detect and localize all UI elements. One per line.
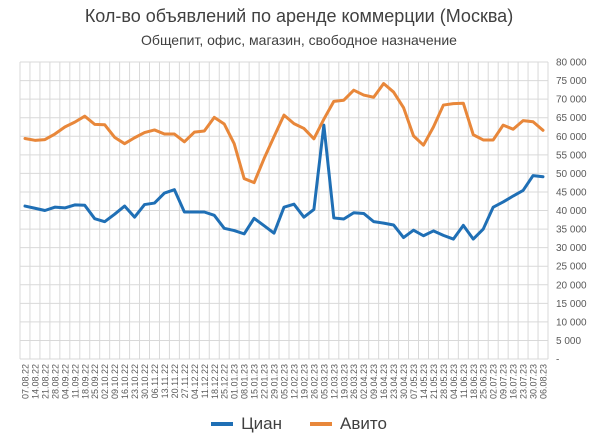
x-axis-tick-labels: 07.08.22 14.08.22 21.08.22 28.08.22 04.09.22… — [20, 364, 548, 399]
x-tick-label: 06.08.23 — [539, 364, 549, 399]
x-tick-label: 23.07.23 — [519, 364, 529, 399]
x-tick-label: 14.08.22 — [30, 364, 40, 399]
x-tick-label: 05.02.23 — [280, 364, 290, 399]
x-tick-label: 30.04.23 — [399, 364, 409, 399]
y-tick-label: 25 000 — [556, 262, 587, 273]
legend-swatch-avito — [310, 422, 332, 426]
x-tick-label: 08.01.23 — [240, 364, 250, 399]
legend-swatch-cian — [211, 422, 234, 426]
y-tick-label: 60 000 — [556, 132, 587, 143]
x-tick-label: 16.07.23 — [509, 364, 519, 399]
x-tick-label: 21.05.23 — [429, 364, 439, 399]
x-tick-label: 18.09.22 — [80, 364, 90, 399]
x-tick-label: 27.11.22 — [180, 364, 190, 398]
x-tick-label: 04.09.22 — [60, 364, 70, 399]
chart-subtitle: Общепит, офис, магазин, свободное назнач… — [141, 32, 457, 48]
legend-label-avito: Авито — [340, 414, 387, 433]
y-tick-label: 10 000 — [556, 317, 587, 328]
x-tick-label: 12.03.23 — [329, 364, 339, 399]
y-tick-label: 65 000 — [556, 113, 587, 124]
x-tick-label: 20.11.22 — [170, 364, 180, 398]
y-tick-label: 35 000 — [556, 225, 587, 236]
x-tick-label: 16.04.23 — [379, 364, 389, 399]
y-tick-label: 55 000 — [556, 150, 587, 161]
y-tick-label: 15 000 — [556, 299, 587, 310]
x-tick-label: 02.07.23 — [489, 364, 499, 399]
x-tick-label: 25.06.23 — [479, 364, 489, 399]
y-tick-label: 40 000 — [556, 206, 587, 217]
x-tick-label: 09.07.23 — [499, 364, 509, 399]
chart-title: Кол-во объявлений по аренде коммерции (М… — [84, 6, 514, 26]
x-tick-label: 30.10.22 — [140, 364, 150, 399]
x-tick-label: 15.01.23 — [250, 364, 260, 399]
x-tick-label: 11.12.22 — [200, 364, 210, 398]
x-tick-label: 07.05.23 — [409, 364, 419, 399]
x-tick-label: 02.10.22 — [100, 364, 110, 399]
y-tick-label: 45 000 — [556, 187, 587, 198]
series-line-avito — [23, 82, 545, 185]
legend-item-cian: Циан — [211, 414, 282, 434]
x-tick-label: 26.03.23 — [349, 364, 359, 399]
y-axis-tick-labels: - 5 000 10 000 15 000 20 000 25 000 30 000 35 0… — [556, 58, 587, 366]
legend-label-cian: Циан — [241, 414, 282, 433]
y-tick-label: 20 000 — [556, 280, 587, 291]
x-tick-label: 02.04.23 — [359, 364, 369, 399]
legend: Циан Авито — [0, 414, 598, 434]
y-tick-label: 70 000 — [556, 95, 587, 106]
x-tick-label: 01.01.23 — [230, 364, 240, 399]
y-tick-label: 80 000 — [556, 58, 587, 69]
x-tick-label: 12.02.23 — [289, 364, 299, 399]
x-tick-label: 25.12.22 — [220, 364, 230, 399]
x-tick-label: 18.12.22 — [210, 364, 220, 399]
x-tick-label: 11.06.23 — [459, 364, 469, 398]
x-tick-label: 21.08.22 — [40, 364, 50, 399]
x-tick-label: 28.05.23 — [439, 364, 449, 399]
series-lines — [23, 82, 545, 241]
x-tick-label: 26.02.23 — [309, 364, 319, 399]
x-tick-label: 09.10.22 — [110, 364, 120, 399]
x-tick-label: 19.03.23 — [339, 364, 349, 399]
series-line-cian — [23, 123, 545, 241]
y-tick-label: 50 000 — [556, 169, 587, 180]
y-tick-label: - — [556, 355, 559, 366]
x-tick-label: 25.09.22 — [90, 364, 100, 399]
x-tick-label: 06.11.22 — [150, 364, 160, 398]
x-tick-label: 30.07.23 — [529, 364, 539, 399]
x-tick-label: 09.04.23 — [369, 364, 379, 399]
x-tick-label: 05.03.23 — [319, 364, 329, 399]
x-tick-label: 29.01.23 — [270, 364, 280, 399]
x-tick-label: 23.10.22 — [130, 364, 140, 399]
x-tick-label: 19.02.23 — [299, 364, 309, 399]
y-tick-label: 75 000 — [556, 76, 587, 87]
x-tick-label: 11.09.22 — [70, 364, 80, 398]
x-tick-label: 16.10.22 — [120, 364, 130, 399]
x-tick-label: 23.04.23 — [389, 364, 399, 399]
y-tick-label: 5 000 — [556, 336, 581, 347]
x-tick-label: 28.08.22 — [50, 364, 60, 399]
x-tick-label: 04.06.23 — [449, 364, 459, 399]
x-tick-label: 07.08.22 — [20, 364, 30, 399]
x-tick-label: 18.06.23 — [469, 364, 479, 399]
y-tick-label: 30 000 — [556, 243, 587, 254]
x-tick-label: 14.05.23 — [419, 364, 429, 399]
x-tick-label: 13.11.22 — [160, 364, 170, 398]
x-tick-label: 22.01.23 — [260, 364, 270, 399]
legend-item-avito: Авито — [310, 414, 387, 434]
x-tick-label: 04.12.22 — [190, 364, 200, 399]
